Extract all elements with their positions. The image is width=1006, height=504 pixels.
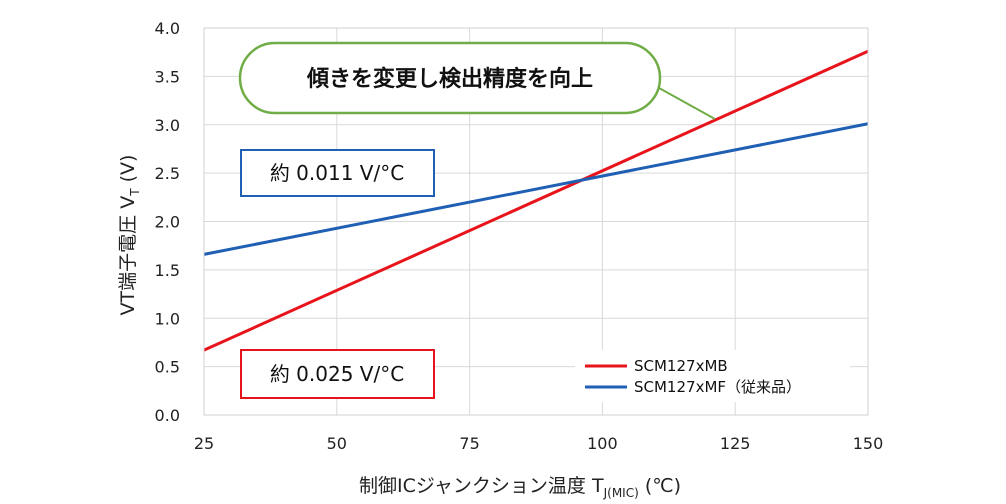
legend: SCM127xMB SCM127xMF（従来品） xyxy=(575,350,850,402)
series-lines xyxy=(203,49,869,352)
y-tick-label: 4.0 xyxy=(155,19,180,38)
x-tick-label: 25 xyxy=(194,434,214,453)
slope-new-box xyxy=(240,349,435,399)
x-tick-label: 75 xyxy=(459,434,479,453)
y-tick-label: 3.5 xyxy=(155,67,180,86)
x-tick-label: 125 xyxy=(720,434,751,453)
legend-label-mf: SCM127xMF（従来品） xyxy=(634,378,801,396)
callout-bubble xyxy=(238,41,662,115)
x-tick-labels: 25 50 75 100 125 150 xyxy=(194,434,883,453)
series-line-scm127xmf xyxy=(203,122,869,256)
y-tick-label: 0.0 xyxy=(155,406,180,425)
y-tick-label: 1.5 xyxy=(155,261,180,280)
y-axis-title: VT端子電圧 VT (V) xyxy=(117,155,142,316)
y-tick-label: 2.0 xyxy=(155,213,180,232)
y-tick-label: 0.5 xyxy=(155,358,180,377)
series-line-scm127xmb xyxy=(203,49,869,352)
slope-old-box xyxy=(240,149,435,197)
plot-frame xyxy=(203,27,869,416)
y-tick-labels: 0.0 0.5 1.0 1.5 2.0 2.5 3.0 3.5 4.0 xyxy=(155,19,180,425)
x-tick-label: 100 xyxy=(587,434,618,453)
x-tick-label: 50 xyxy=(327,434,347,453)
x-axis-title: 制御ICジャンクション温度 TJ(MIC) (℃) xyxy=(359,475,681,500)
y-tick-label: 1.0 xyxy=(155,309,180,328)
slope-old-label: 約 0.011 V/°C xyxy=(270,161,404,185)
slope-new-label: 約 0.025 V/°C xyxy=(270,362,404,386)
legend-label-mb: SCM127xMB xyxy=(634,357,728,375)
y-tick-label: 2.5 xyxy=(155,164,180,183)
callout-pointer xyxy=(649,82,716,120)
y-tick-label: 3.0 xyxy=(155,116,180,135)
callout-text: 傾きを変更し検出精度を向上 xyxy=(306,66,593,92)
x-tick-label: 150 xyxy=(853,434,884,453)
